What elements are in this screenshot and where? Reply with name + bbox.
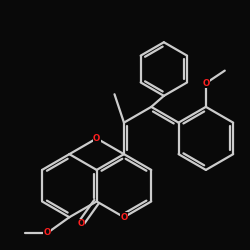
Text: O: O <box>77 219 84 228</box>
Text: O: O <box>44 228 51 237</box>
Text: O: O <box>93 134 100 143</box>
Text: O: O <box>202 79 209 88</box>
Text: O: O <box>120 213 128 222</box>
